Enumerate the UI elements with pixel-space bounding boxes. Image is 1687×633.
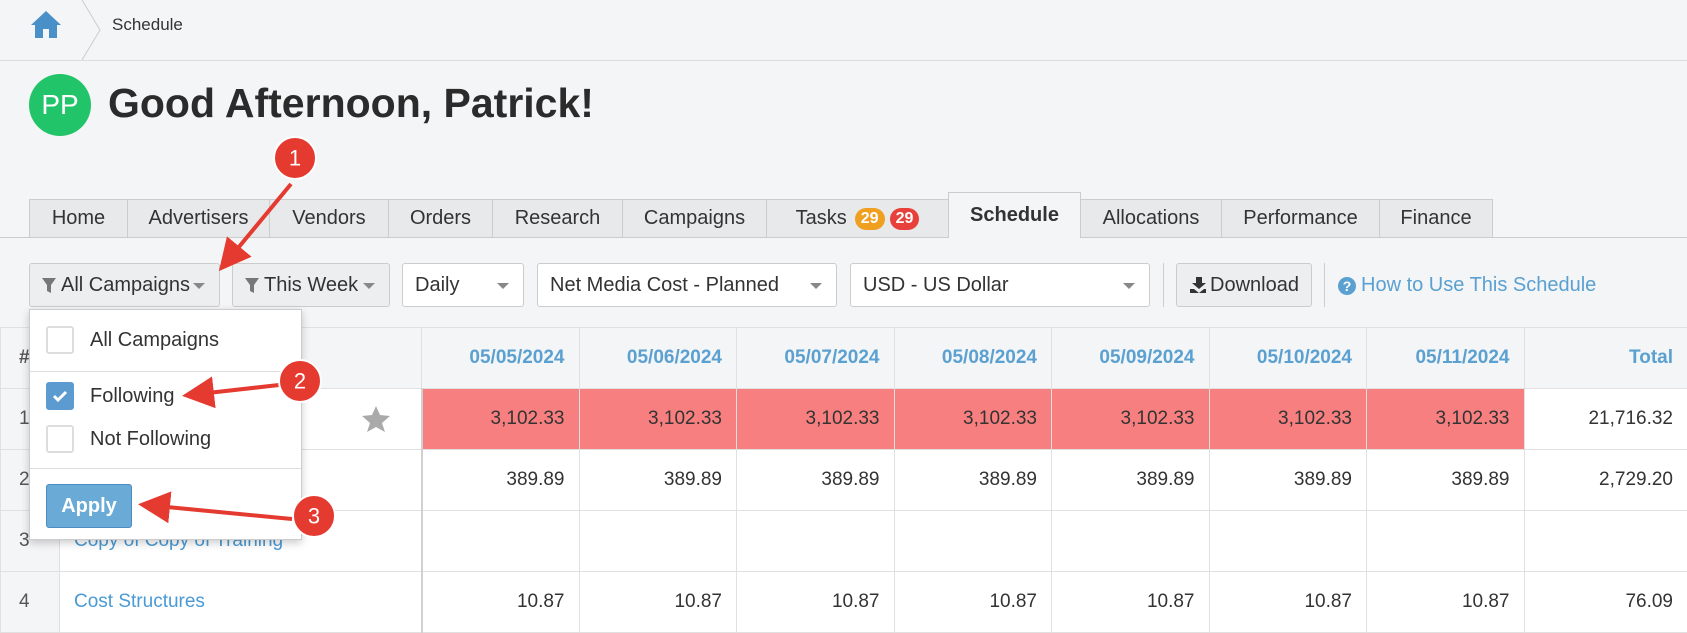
annotation: 3 [308, 504, 320, 529]
arrow [224, 184, 291, 265]
arrow [190, 385, 279, 395]
arrow [146, 505, 292, 519]
annotation: 2 [294, 369, 306, 394]
annotation: 1 [289, 146, 301, 171]
